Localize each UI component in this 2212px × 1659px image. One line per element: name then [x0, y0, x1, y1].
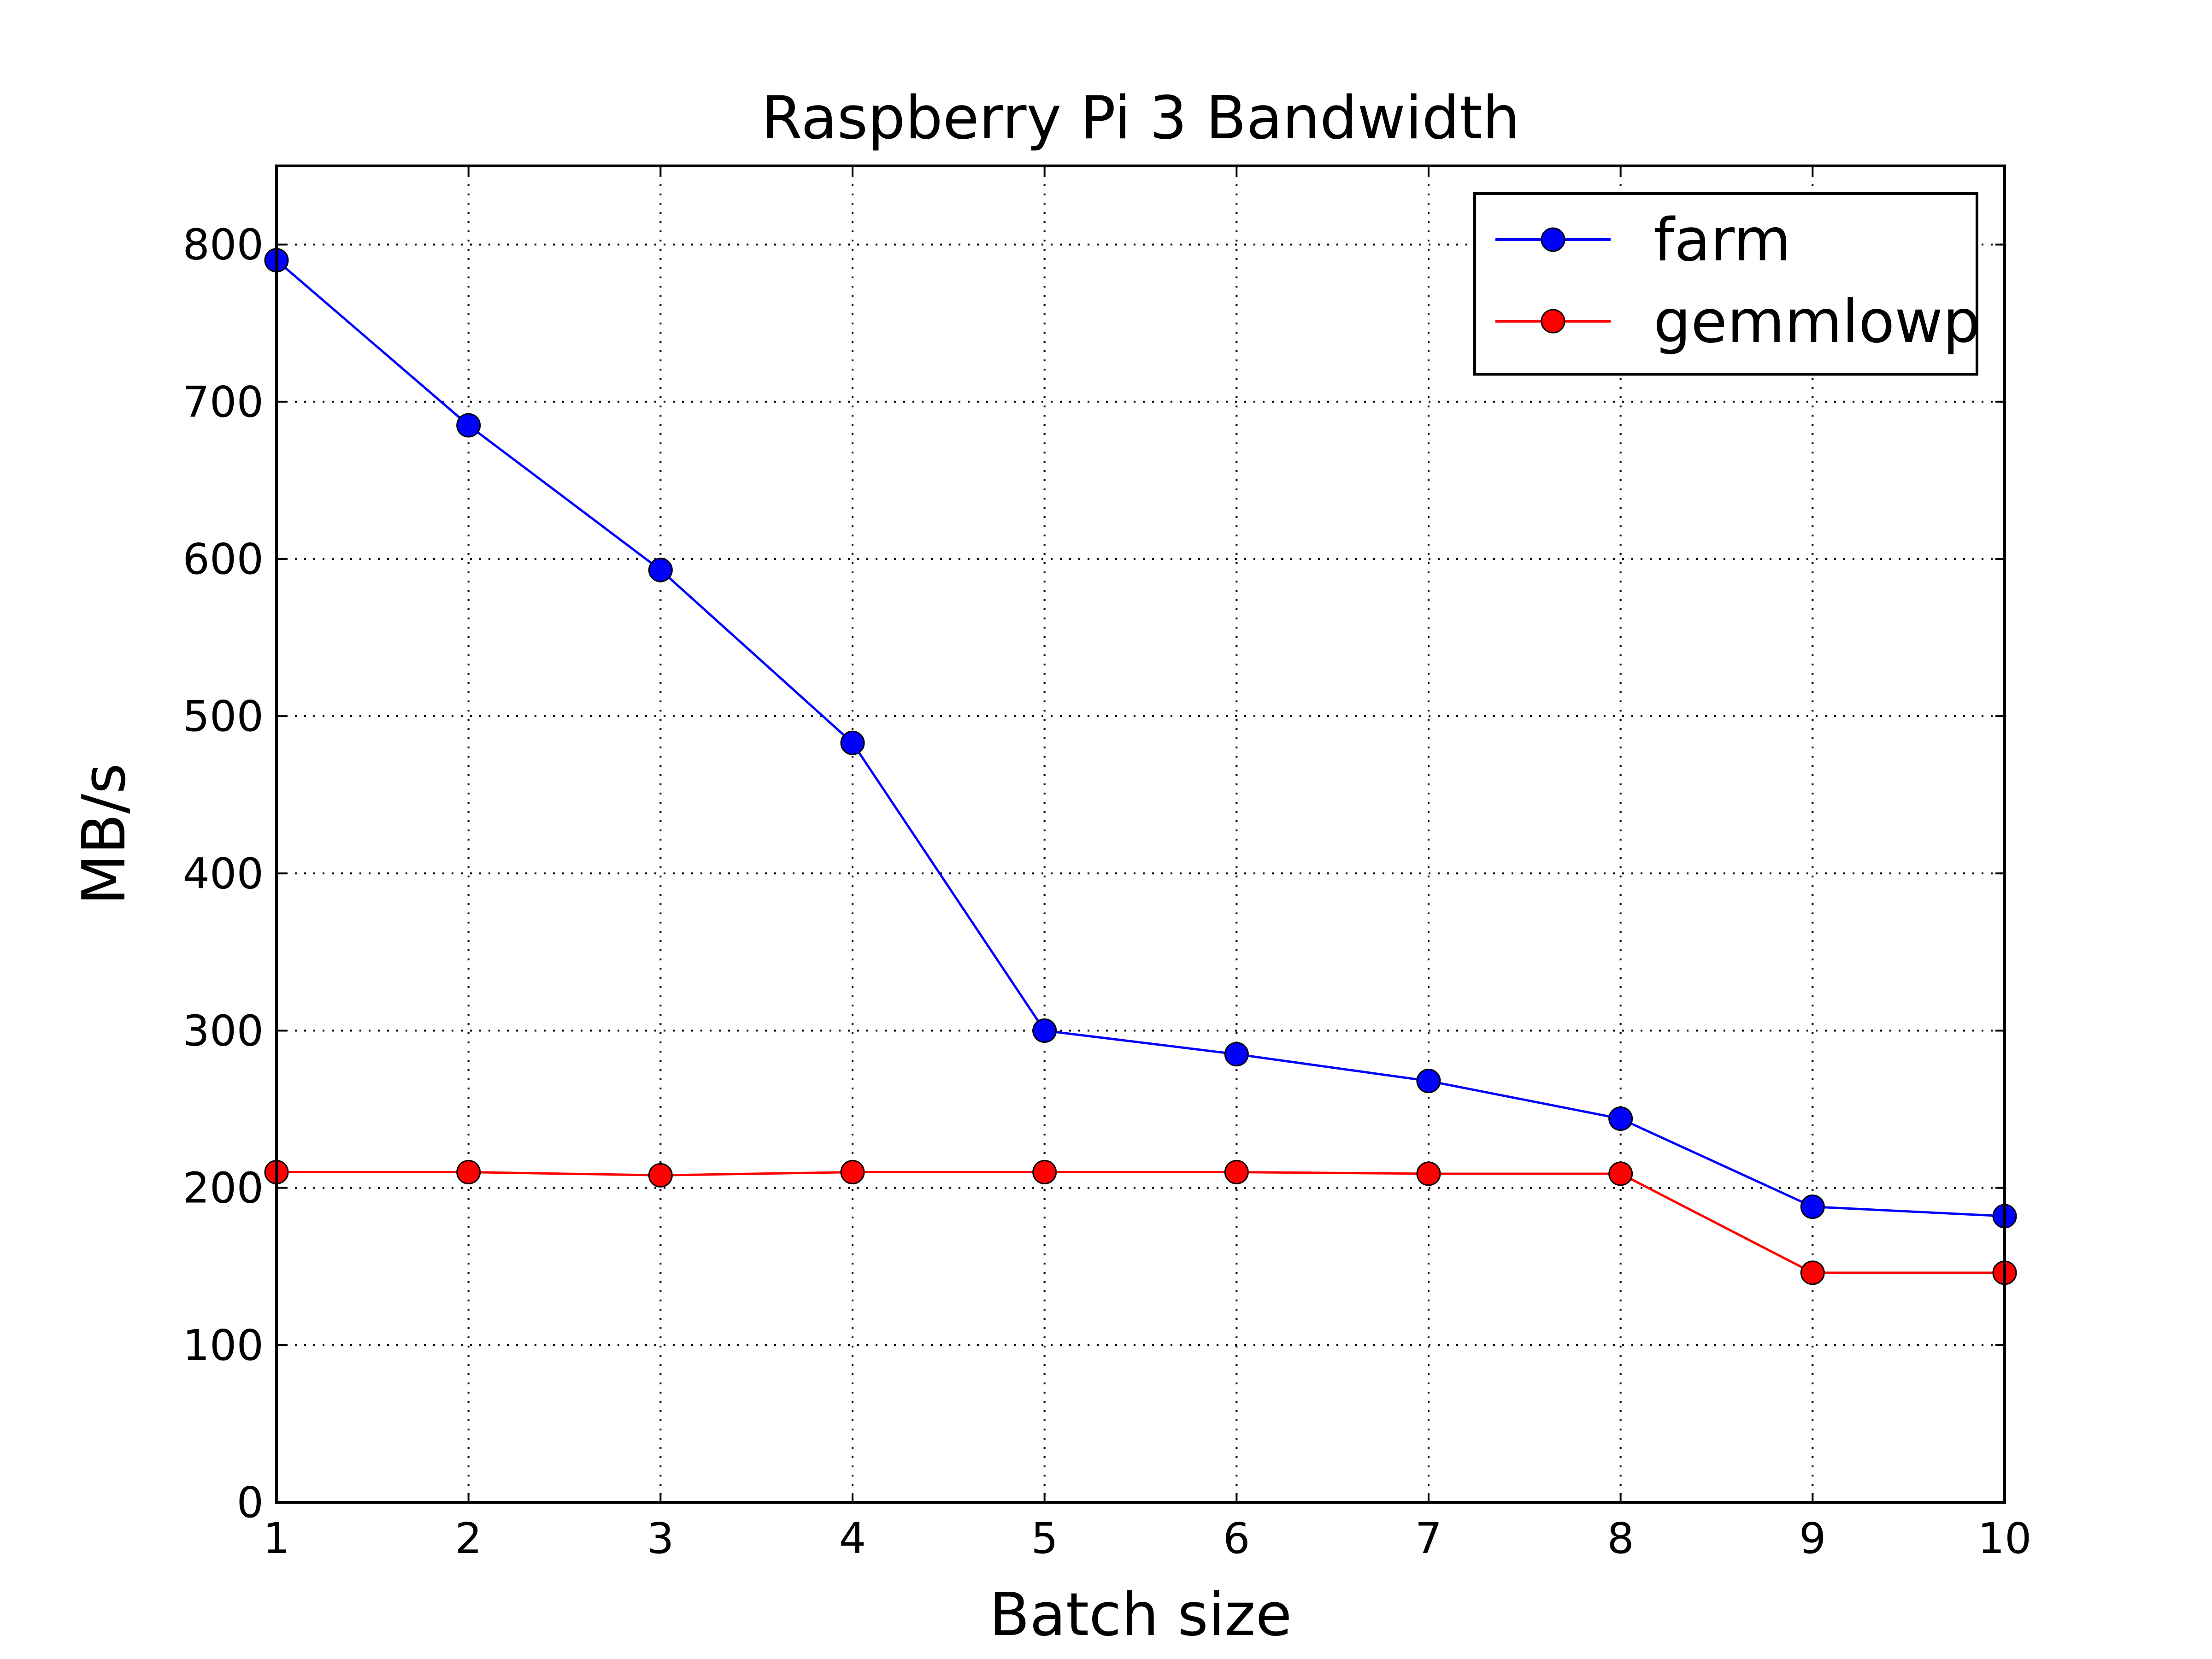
- chart-title: Raspberry Pi 3 Bandwidth: [761, 84, 1520, 153]
- data-point-farm: [648, 558, 673, 582]
- y-tick-label: 600: [182, 535, 264, 584]
- data-point-farm: [1416, 1069, 1441, 1094]
- data-point-farm: [1224, 1042, 1249, 1067]
- x-tick-label: 10: [1977, 1514, 2031, 1563]
- series-line-farm: [276, 259, 2005, 1218]
- data-point-gemmlowp: [1800, 1260, 1825, 1285]
- x-tick-label: 2: [455, 1514, 482, 1563]
- data-point-farm: [1800, 1194, 1825, 1219]
- legend-box: [1473, 192, 1978, 376]
- data-point-farm: [1032, 1018, 1057, 1043]
- x-tick-label: 1: [263, 1514, 290, 1563]
- legend: farm gemmlowp: [1473, 192, 1980, 376]
- y-tick-label: 500: [182, 692, 264, 741]
- legend-marker-farm: [1541, 227, 1565, 252]
- data-point-gemmlowp: [648, 1163, 673, 1188]
- y-tick-label: 800: [182, 220, 264, 270]
- y-axis-label: MB/s: [70, 763, 139, 905]
- data-point-gemmlowp: [1608, 1161, 1633, 1186]
- y-tick-label: 300: [182, 1006, 264, 1055]
- y-tick-label: 100: [182, 1321, 264, 1370]
- legend-label-gemmlowp: gemmlowp: [1653, 288, 1980, 356]
- legend-label-farm: farm: [1653, 206, 1791, 275]
- y-tick-label: 700: [182, 377, 264, 427]
- data-point-gemmlowp: [1032, 1160, 1057, 1185]
- x-tick-label: 3: [647, 1514, 674, 1563]
- legend-marker-gemmlowp: [1541, 309, 1565, 334]
- data-point-gemmlowp: [840, 1160, 865, 1185]
- data-point-farm: [840, 730, 865, 755]
- x-tick-label: 5: [1031, 1514, 1058, 1563]
- data-point-gemmlowp: [1416, 1161, 1441, 1186]
- x-axis-label: Batch size: [989, 1581, 1292, 1649]
- grid: [276, 166, 2005, 1502]
- x-tick-label: 6: [1223, 1514, 1250, 1563]
- series-line-gemmlowp: [276, 1171, 2005, 1274]
- x-tick-label: 4: [839, 1514, 866, 1563]
- data-point-gemmlowp: [1224, 1160, 1249, 1185]
- data-point-gemmlowp: [456, 1160, 481, 1185]
- x-tick-label: 7: [1415, 1514, 1442, 1563]
- y-tick-label: 200: [182, 1164, 264, 1213]
- y-tick-label: 400: [182, 849, 264, 898]
- y-tick-label: 0: [236, 1478, 264, 1527]
- x-tick-label: 8: [1607, 1514, 1634, 1563]
- data-point-farm: [1608, 1106, 1633, 1131]
- data-point-farm: [456, 413, 481, 438]
- plot-frame: [275, 165, 2006, 1504]
- x-tick-label: 9: [1799, 1514, 1826, 1563]
